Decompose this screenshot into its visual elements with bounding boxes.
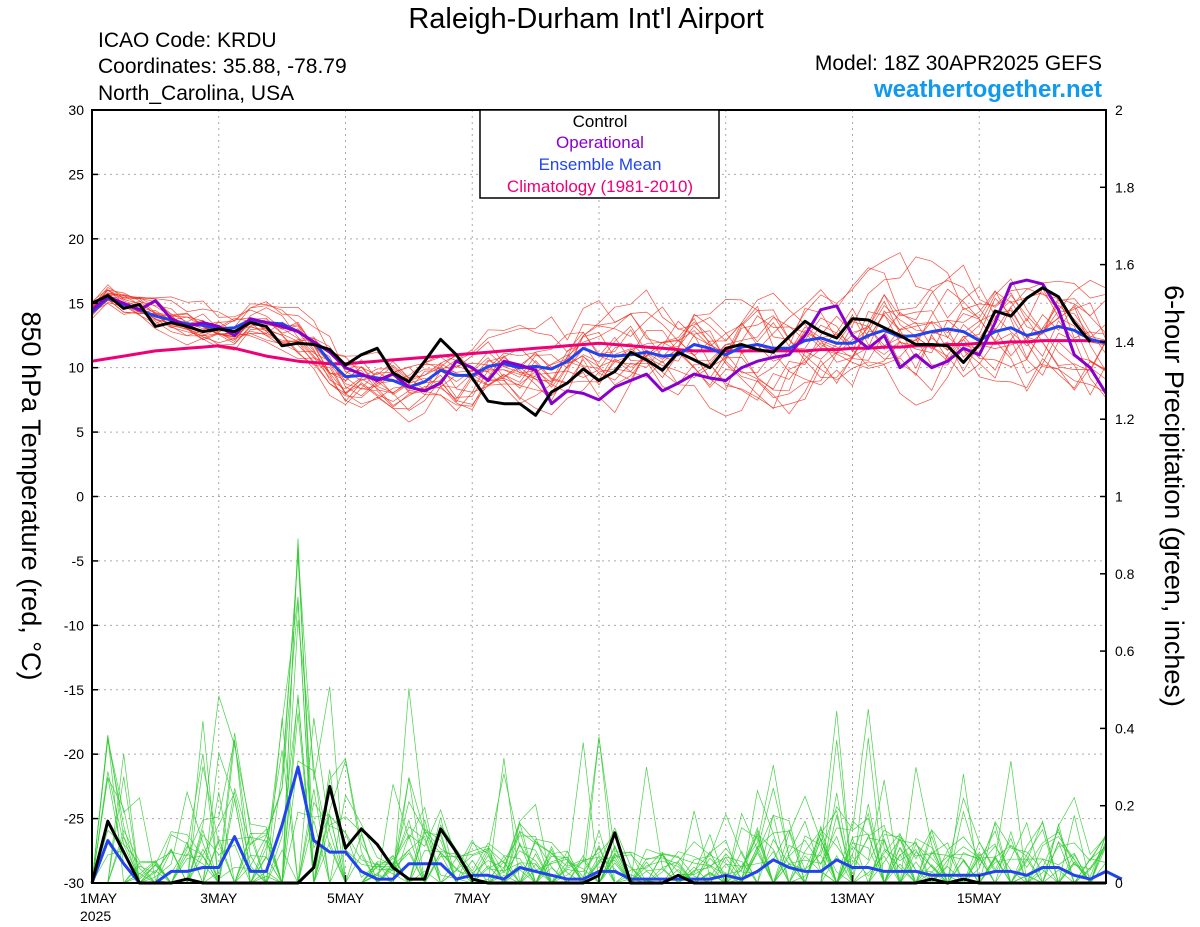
legend-climatology: Climatology (1981-2010) — [507, 177, 693, 196]
x-tick-label: 5MAY — [327, 890, 365, 906]
left-tick-label: -30 — [64, 875, 84, 891]
y-axis-left-label: 850 hPa Temperature (red, °C) — [16, 312, 46, 681]
x-tick-label: 15MAY — [957, 890, 1003, 906]
temp-member-line — [91, 252, 1107, 379]
left-tick-label: -20 — [64, 746, 84, 762]
legend: Control Operational Ensemble Mean Climat… — [479, 109, 720, 199]
precip-member-line — [92, 538, 1107, 885]
chart-title: Raleigh-Durham Int'l Airport — [408, 3, 763, 35]
x-tick-label: 9MAY — [580, 890, 618, 906]
left-tick-label: 0 — [76, 489, 84, 505]
precip-member-line — [91, 543, 1107, 884]
coordinates: Coordinates: 35.88, -78.79 — [98, 55, 347, 78]
region: North_Carolina, USA — [98, 82, 294, 105]
temp-member-line — [91, 256, 1107, 403]
temp-operational-line — [91, 278, 1108, 406]
right-tick-label: 2 — [1115, 102, 1123, 118]
left-tick-label: 15 — [68, 295, 84, 311]
x-tick-label: 7MAY — [454, 890, 492, 906]
x-tick-label: 13MAY — [830, 890, 876, 906]
left-tick-label: 10 — [68, 360, 84, 376]
legend-operational: Operational — [556, 133, 644, 152]
right-tick-label: 0.4 — [1115, 720, 1135, 736]
temp-member-line — [91, 292, 1107, 423]
y-axis-right-label: 6-hour Precipitation (green, inches) — [1159, 285, 1189, 707]
temp-control-line — [91, 286, 1092, 417]
left-tick-label: 25 — [68, 166, 84, 182]
right-tick-label: 0.6 — [1115, 643, 1135, 659]
legend-control: Control — [573, 112, 628, 131]
left-axis-ticks: 30 25 20 15 10 5 0 -5 -10 -15 -20 -25 -30 — [64, 102, 98, 891]
legend-ensemble-mean: Ensemble Mean — [539, 155, 662, 174]
legend-box — [479, 109, 720, 199]
precip-member-line — [92, 694, 1106, 885]
x-tick-label: 11MAY — [704, 890, 748, 906]
x-tick-label: 3MAY — [200, 890, 238, 906]
temp-member-line — [91, 290, 1107, 384]
left-tick-label: 5 — [76, 424, 84, 440]
precip-member-line — [91, 556, 1106, 885]
x-axis-ticks: 1MAY 2025 3MAY 5MAY 7MAY 9MAY 11MAY 13MAY 15MAY — [80, 875, 1002, 924]
right-tick-label: 1.6 — [1115, 257, 1135, 273]
temp-member-line — [91, 289, 1107, 417]
precip-member-line — [91, 619, 1107, 884]
grid-lines — [92, 110, 1106, 883]
precip-mean-line — [90, 765, 1123, 885]
right-tick-label: 1.4 — [1115, 334, 1135, 350]
right-axis-ticks: 2 1.8 1.6 1.4 1.2 1 0.8 0.6 0.4 0.2 0 — [1100, 102, 1135, 891]
temp-member-line — [91, 289, 1107, 405]
right-tick-label: 0 — [1115, 875, 1123, 891]
right-tick-label: 1.2 — [1115, 411, 1135, 427]
precip-member-line — [92, 695, 1107, 884]
temp-member-line — [91, 279, 1107, 393]
temp-member-line — [91, 300, 1107, 406]
x-tick-label: 1MAY — [80, 890, 118, 906]
right-tick-label: 0.8 — [1115, 566, 1135, 582]
left-tick-label: 30 — [68, 102, 84, 118]
right-tick-label: 1.8 — [1115, 179, 1135, 195]
model-run: Model: 18Z 30APR2025 GEFS — [815, 52, 1102, 75]
right-tick-label: 0.2 — [1115, 798, 1135, 814]
icao-code: ICAO Code: KRDU — [98, 29, 277, 52]
main-series — [90, 278, 1123, 885]
x-tick-year: 2025 — [80, 908, 111, 924]
left-tick-label: 20 — [68, 231, 84, 247]
site-brand[interactable]: weathertogether.net — [873, 76, 1102, 103]
left-tick-label: -25 — [64, 811, 84, 827]
left-tick-label: -5 — [72, 553, 85, 569]
left-tick-label: -10 — [64, 617, 84, 633]
left-tick-label: -15 — [64, 682, 84, 698]
temp-member-line — [91, 288, 1107, 408]
precip-member-line — [91, 738, 1107, 885]
right-tick-label: 1 — [1115, 489, 1123, 505]
